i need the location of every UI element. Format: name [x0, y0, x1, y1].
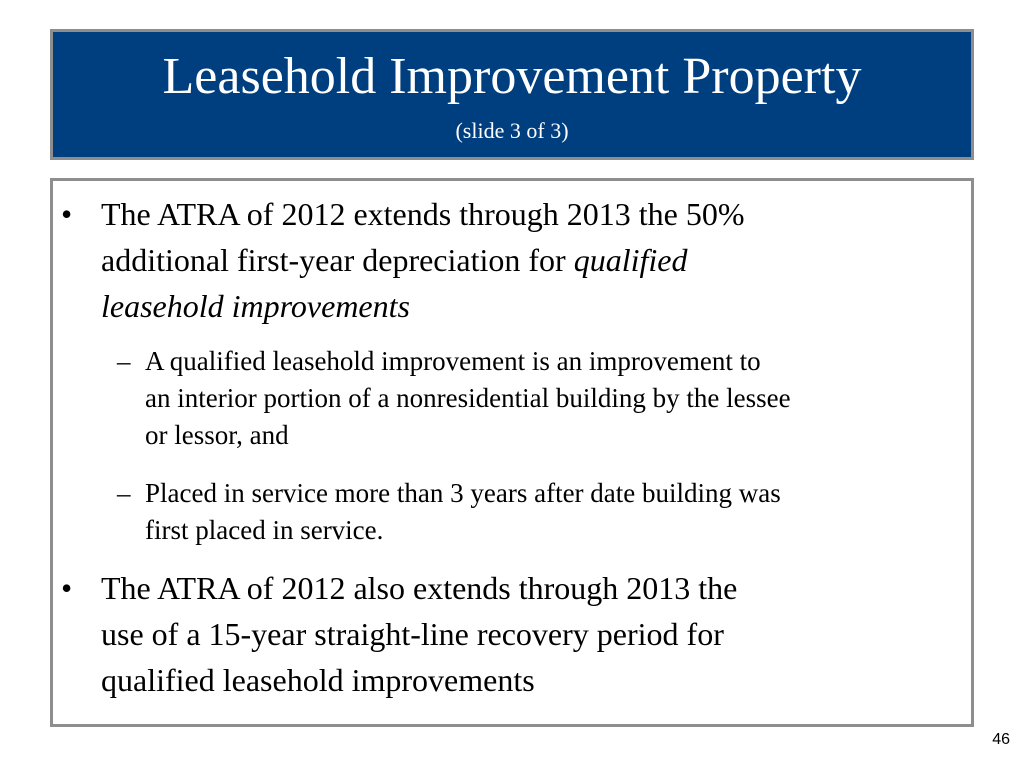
- sub-bullet-marker: –: [117, 478, 131, 508]
- sub-bullet-line: Placed in service more than 3 years afte…: [145, 478, 781, 508]
- bullet-text: The ATRA of 2012 extends through 2013 th…: [101, 191, 961, 329]
- slide-content-box: • The ATRA of 2012 extends through 2013 …: [50, 178, 974, 727]
- bullet-line: The ATRA of 2012 extends through 2013 th…: [101, 196, 745, 232]
- bullet-line: The ATRA of 2012 also extends through 20…: [101, 570, 738, 606]
- page-number: 46: [992, 731, 1010, 748]
- bullet-marker: •: [61, 196, 73, 232]
- bullet-line: use of a 15-year straight-line recovery …: [101, 616, 724, 652]
- sub-bullet-text: A qualified leasehold improvement is an …: [145, 343, 961, 454]
- bullet-line: qualified leasehold improvements: [101, 662, 535, 698]
- sub-bullet-line: first placed in service.: [145, 515, 384, 545]
- slide-title-banner: Leasehold Improvement Property (slide 3 …: [50, 29, 974, 160]
- sub-bullet-marker: –: [117, 346, 131, 376]
- sub-bullet-line: an interior portion of a nonresidential …: [145, 383, 791, 413]
- slide-subtitle: (slide 3 of 3): [455, 118, 569, 143]
- bullet-emphasis-line: leasehold improvements: [101, 288, 410, 324]
- bullet-text: The ATRA of 2012 also extends through 20…: [101, 565, 961, 703]
- bullet-line-text: additional first-year depreciation for: [101, 242, 574, 278]
- bullet-marker: •: [61, 570, 73, 606]
- sub-bullet-line: A qualified leasehold improvement is an …: [145, 346, 761, 376]
- bullet-line: additional first-year depreciation for q…: [101, 237, 961, 283]
- slide-title: Leasehold Improvement Property: [162, 48, 862, 105]
- sub-bullet-text: Placed in service more than 3 years afte…: [145, 475, 961, 549]
- sub-bullet-line: or lessor, and: [145, 420, 289, 450]
- bullet-emphasis: qualified: [573, 242, 688, 278]
